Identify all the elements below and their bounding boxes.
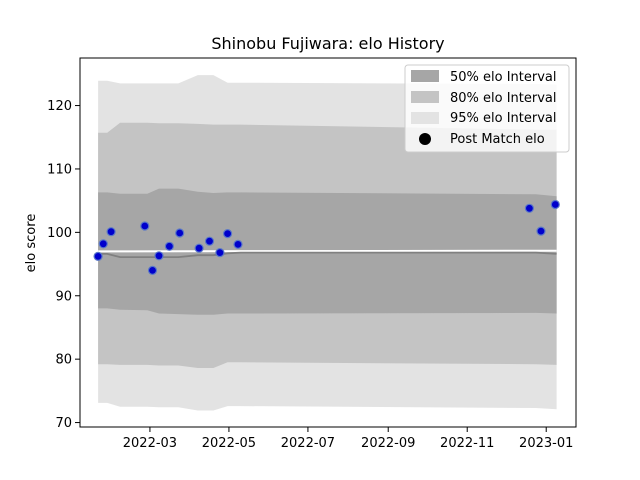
data-point (536, 226, 546, 236)
y-tick-label: 110 (47, 162, 72, 177)
y-tick-label: 120 (47, 99, 72, 114)
data-point (204, 236, 215, 246)
y-tick-label: 100 (47, 226, 72, 241)
data-point (215, 248, 225, 258)
data-point (147, 265, 158, 275)
data-point (223, 229, 233, 239)
x-tick-label: 2022-09 (361, 436, 415, 451)
plot-area (93, 75, 560, 411)
data-point (93, 251, 103, 261)
x-tick-label: 2022-05 (202, 436, 256, 451)
prior-line (98, 249, 557, 253)
data-point (194, 243, 204, 253)
plot-frame (79, 57, 577, 428)
legend-label-50: 50% elo Interval (450, 70, 557, 85)
data-point (175, 228, 185, 238)
data-point (154, 251, 164, 261)
legend-marker-point (419, 133, 431, 145)
legend-label-95: 95% elo Interval (450, 111, 557, 126)
data-points (93, 199, 560, 275)
data-point (164, 241, 174, 251)
x-axis: 2022-03 2022-05 2022-07 2022-09 2022-11 2023-… (123, 427, 573, 451)
y-tick-label: 70 (55, 416, 72, 431)
y-axis-label: elo score (24, 214, 39, 273)
data-point (140, 221, 150, 231)
data-point (98, 239, 108, 249)
y-axis: 70 80 90 100 110 120 (47, 99, 80, 431)
data-point (524, 203, 535, 213)
x-tick-label: 2022-07 (281, 436, 335, 451)
legend-label-point: Post Match elo (450, 132, 545, 147)
legend-swatch-50 (411, 70, 439, 82)
data-point (233, 239, 243, 249)
data-point (106, 227, 116, 237)
mean-line (98, 251, 557, 259)
chart-title: Shinobu Fujiwara: elo History (211, 34, 444, 53)
y-tick-label: 80 (55, 353, 72, 368)
y-tick-label: 90 (55, 289, 72, 304)
x-tick-label: 2022-03 (123, 436, 177, 451)
legend-label-80: 80% elo Interval (450, 91, 557, 106)
legend-swatch-80 (411, 91, 439, 103)
legend-box (404, 64, 570, 153)
data-point (550, 199, 560, 210)
legend-swatch-95 (411, 112, 439, 124)
x-tick-label: 2022-11 (440, 436, 494, 451)
legend: 50% elo Interval 80% elo Interval 95% el… (404, 64, 570, 153)
x-tick-label: 2023-01 (519, 436, 573, 451)
